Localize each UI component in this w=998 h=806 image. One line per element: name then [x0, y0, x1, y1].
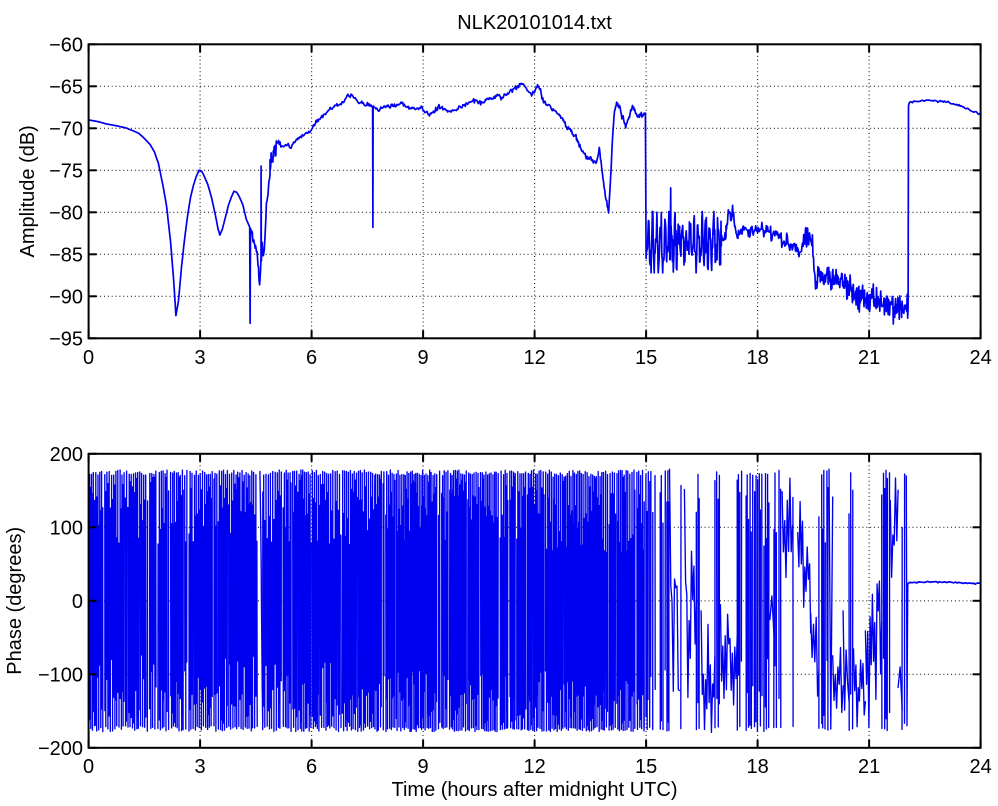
svg-text:15: 15	[635, 347, 657, 369]
svg-text:18: 18	[746, 756, 768, 778]
svg-text:−75: −75	[49, 161, 83, 183]
svg-text:3: 3	[195, 756, 206, 778]
svg-text:Time (hours after midnight UTC: Time (hours after midnight UTC)	[392, 779, 678, 801]
svg-text:0: 0	[72, 591, 83, 613]
svg-text:−85: −85	[49, 245, 83, 267]
svg-text:−200: −200	[38, 738, 83, 760]
svg-text:−80: −80	[49, 203, 83, 225]
svg-text:−70: −70	[49, 119, 83, 141]
svg-text:6: 6	[306, 347, 317, 369]
svg-text:24: 24	[969, 756, 991, 778]
svg-text:18: 18	[746, 347, 768, 369]
svg-text:12: 12	[523, 347, 545, 369]
svg-text:3: 3	[195, 347, 206, 369]
svg-text:100: 100	[50, 518, 83, 540]
svg-text:−100: −100	[38, 665, 83, 687]
svg-text:−65: −65	[49, 77, 83, 99]
svg-text:0: 0	[83, 756, 94, 778]
svg-text:−60: −60	[49, 35, 83, 57]
svg-text:6: 6	[306, 756, 317, 778]
svg-text:Phase (degrees): Phase (degrees)	[4, 527, 26, 675]
svg-text:21: 21	[858, 756, 880, 778]
svg-text:21: 21	[858, 347, 880, 369]
svg-text:−95: −95	[49, 329, 83, 351]
svg-text:0: 0	[83, 347, 94, 369]
svg-text:NLK20101014.txt: NLK20101014.txt	[457, 12, 612, 34]
svg-text:24: 24	[969, 347, 991, 369]
svg-text:12: 12	[523, 756, 545, 778]
svg-text:200: 200	[50, 444, 83, 466]
svg-text:−90: −90	[49, 287, 83, 309]
svg-text:Amplitude (dB): Amplitude (dB)	[17, 125, 39, 257]
svg-text:15: 15	[635, 756, 657, 778]
svg-text:9: 9	[418, 756, 429, 778]
svg-text:9: 9	[418, 347, 429, 369]
